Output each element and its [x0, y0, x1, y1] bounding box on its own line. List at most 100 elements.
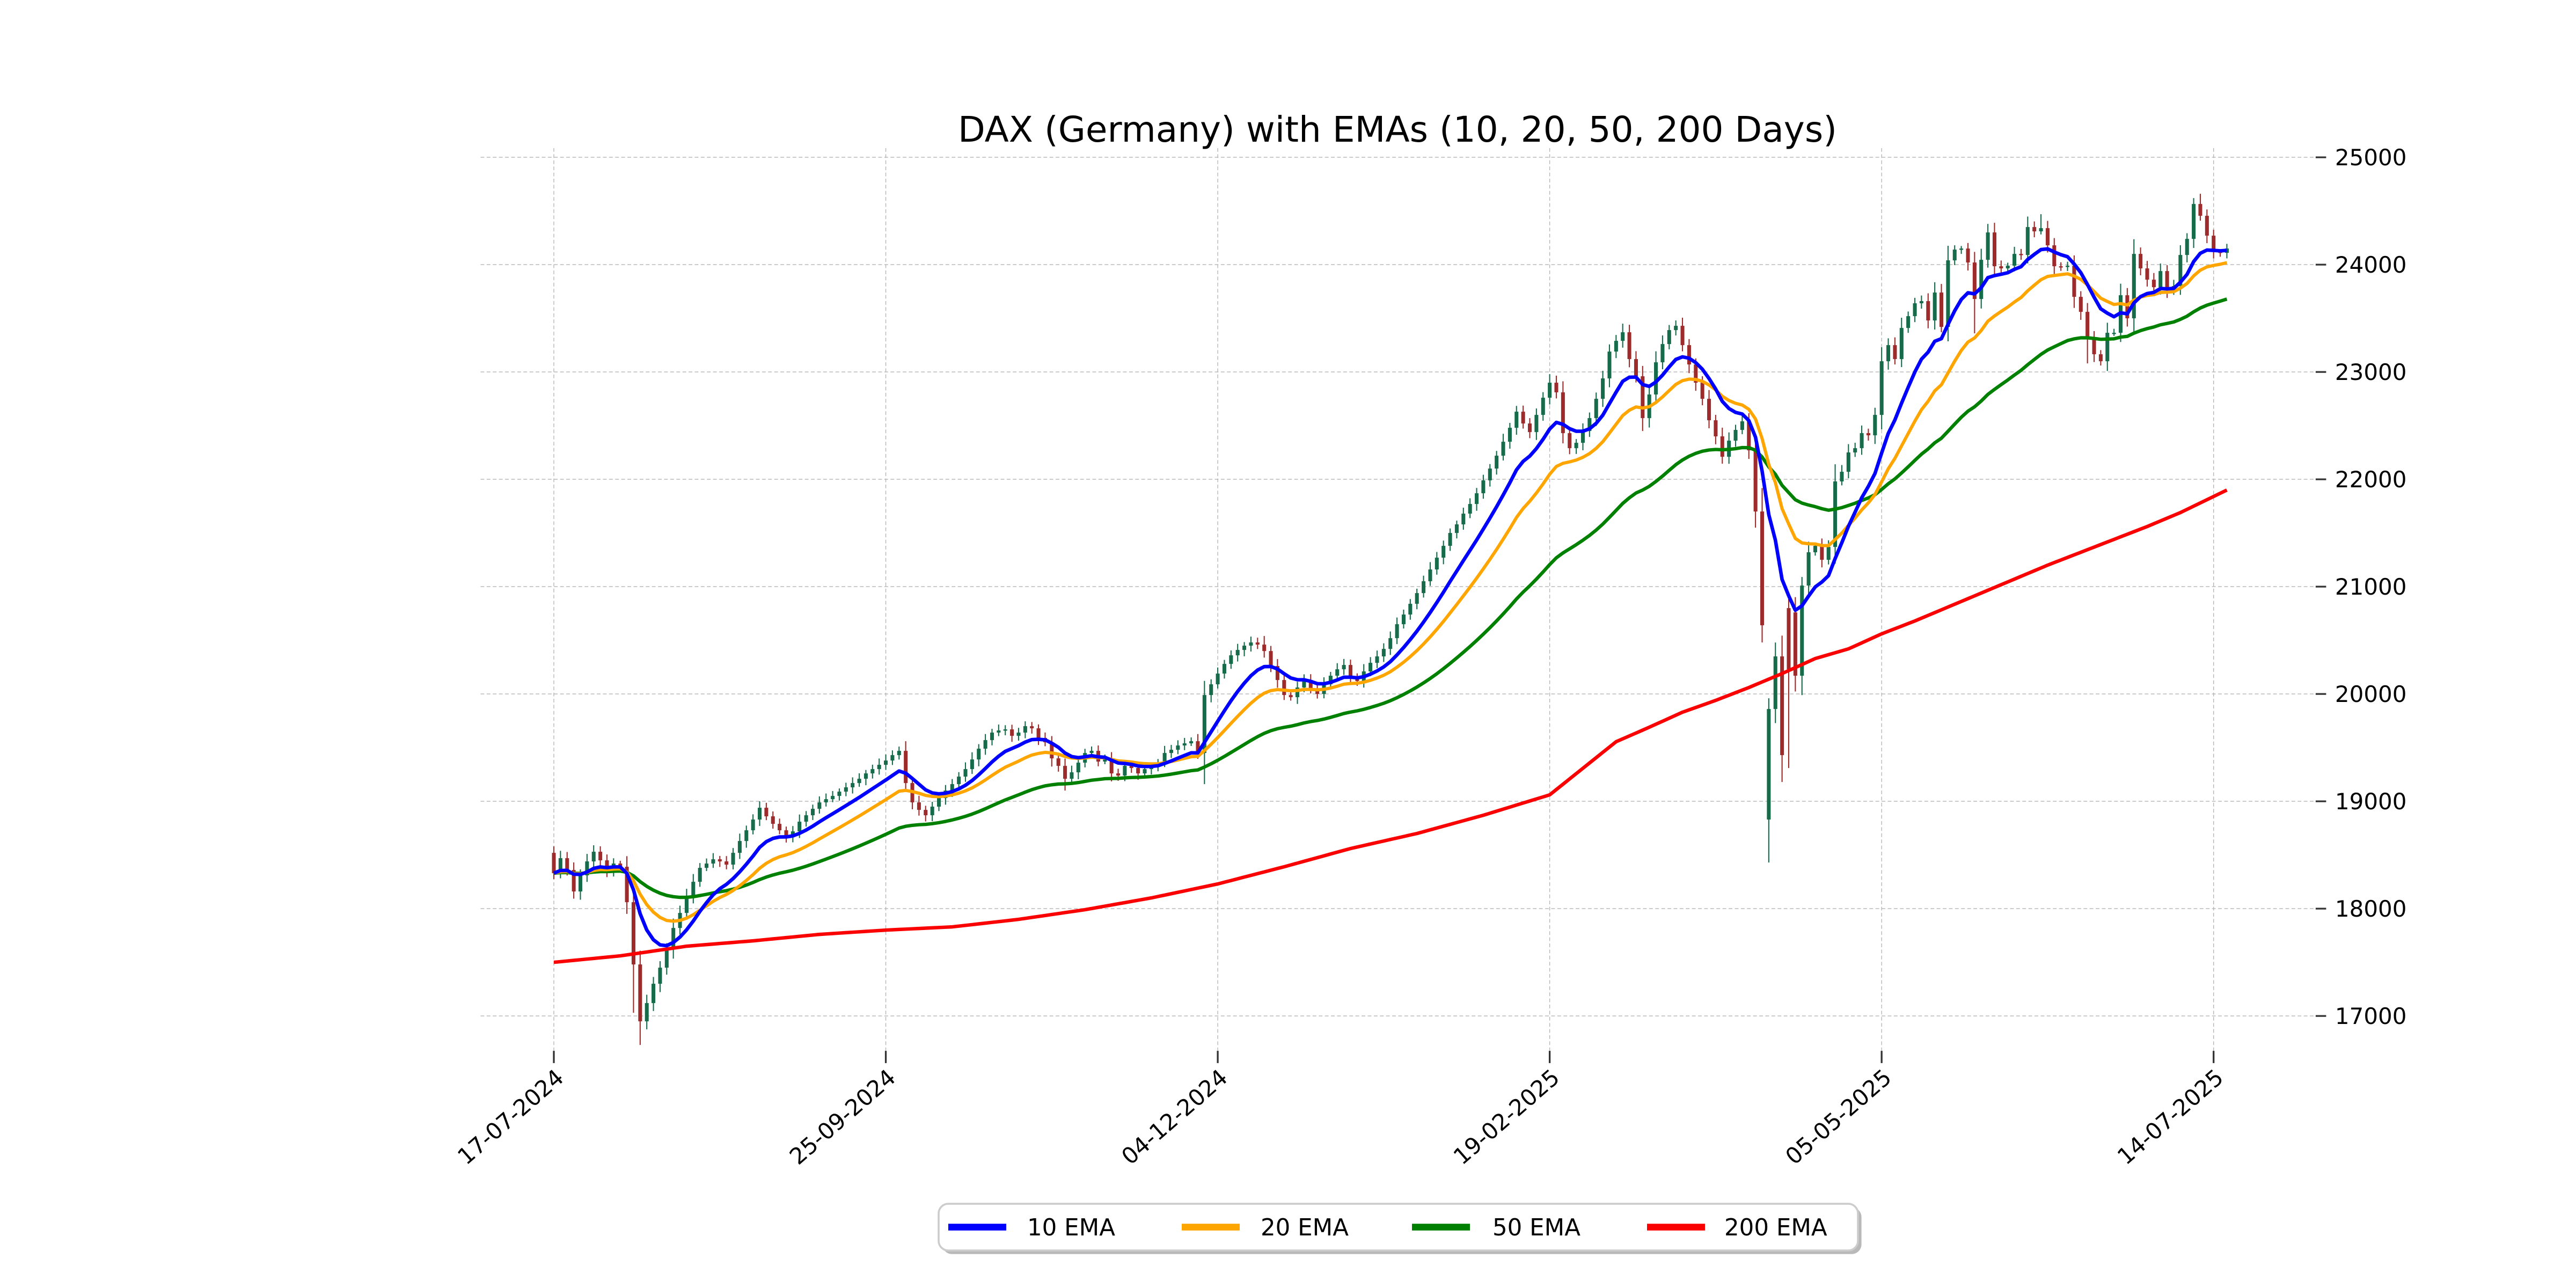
candle-body	[1289, 695, 1293, 698]
y-tick-label: 25000	[2335, 144, 2407, 171]
candle-body	[591, 852, 596, 862]
candle-body	[1408, 604, 1413, 615]
candle-body	[1607, 352, 1612, 379]
candle-body	[2192, 204, 2196, 239]
candle-body	[645, 1003, 649, 1022]
candle-body	[631, 902, 635, 965]
candle-body	[1906, 316, 1911, 328]
candle-body	[877, 765, 881, 770]
candle-body	[884, 760, 888, 765]
candle-body	[904, 751, 908, 784]
candle-body	[2006, 266, 2010, 269]
y-tick-label: 21000	[2335, 574, 2407, 600]
candle-body	[1614, 341, 1618, 352]
candle-body	[983, 740, 987, 749]
candle-body	[2052, 245, 2057, 267]
candle-body	[664, 949, 669, 968]
candle-body	[585, 861, 589, 876]
candle-body	[2092, 338, 2096, 355]
candle-body	[1760, 511, 1765, 626]
candle-body	[1966, 248, 1970, 263]
candle-body	[2039, 228, 2043, 232]
candle-body	[751, 819, 755, 831]
gridlines	[480, 148, 2316, 1051]
x-tick-label: 14-07-2025	[2112, 1064, 2228, 1170]
legend-label-10ema: 10 EMA	[1027, 1214, 1115, 1241]
candle-body	[1136, 768, 1140, 774]
ema10-line	[553, 247, 2227, 948]
candle-body	[711, 859, 715, 864]
candle-body	[778, 824, 782, 831]
candle-body	[1992, 232, 1996, 267]
legend-label-20ema: 20 EMA	[1261, 1214, 1349, 1241]
candle-body	[2178, 255, 2183, 287]
candle-body	[1501, 442, 1505, 456]
candle-body	[890, 755, 895, 761]
y-tick-label: 18000	[2335, 896, 2407, 922]
y-tick-label: 17000	[2335, 1003, 2407, 1029]
candle-body	[1913, 303, 1917, 317]
candle-body	[1036, 728, 1041, 738]
candle-body	[897, 751, 901, 756]
candle-body	[963, 769, 968, 777]
candle-body	[1733, 430, 1738, 441]
candle-body	[1422, 581, 1426, 594]
candle-body	[1952, 250, 1957, 261]
candle-body	[1972, 262, 1977, 299]
candle-body	[1507, 428, 1512, 442]
candle-body	[2112, 333, 2116, 334]
candle-body	[1846, 452, 1850, 472]
candle-body	[731, 853, 735, 865]
candle-body	[1654, 362, 1658, 395]
candle-body	[817, 802, 822, 809]
candle-body	[1415, 593, 1419, 604]
candle-body	[804, 815, 808, 822]
candle-body	[1143, 769, 1147, 774]
candle-body	[1282, 680, 1286, 696]
candle-body	[1740, 421, 1744, 430]
candle-body	[784, 830, 788, 837]
candle-body	[1986, 232, 1990, 260]
candle-body	[970, 759, 974, 770]
candle-body	[1116, 773, 1121, 776]
candle-body	[1428, 569, 1432, 582]
candle-body	[757, 808, 762, 820]
candle-body	[1368, 663, 1373, 672]
candle-body	[684, 897, 689, 913]
candle-body	[1820, 546, 1824, 560]
candle-body	[1886, 345, 1891, 362]
ema50-line	[553, 297, 2228, 899]
candle-body	[1707, 399, 1711, 421]
candle-body	[2145, 268, 2149, 280]
candle-body	[1574, 443, 1578, 449]
candle-body	[1899, 328, 1904, 360]
candle-body	[1587, 418, 1592, 431]
candle-body	[2066, 266, 2070, 267]
candle-body	[1521, 412, 1525, 424]
candle-body	[1687, 345, 1691, 365]
candle-body	[1016, 733, 1021, 736]
x-tick-label: 04-12-2024	[1116, 1064, 1232, 1170]
candle-body	[1461, 514, 1466, 525]
candle-body	[1660, 344, 1665, 363]
candle-body	[1700, 383, 1704, 399]
candle-body	[1873, 415, 1877, 436]
candle-body	[1468, 504, 1472, 514]
candle-body	[1003, 729, 1007, 731]
candle-body	[1063, 766, 1067, 779]
candle-body	[2025, 227, 2030, 255]
y-tick-label: 22000	[2335, 466, 2407, 493]
candle-body	[1070, 772, 1074, 779]
candle-body	[1946, 260, 1950, 327]
candle-body	[1959, 248, 1964, 250]
candle-body	[1235, 650, 1240, 656]
candle-body	[2105, 333, 2110, 362]
candle-body	[870, 769, 875, 774]
candle-body	[2165, 271, 2169, 291]
candle-body	[1302, 680, 1306, 688]
candle-body	[1275, 666, 1279, 680]
y-tick-label: 23000	[2335, 359, 2407, 385]
candle-body	[1348, 665, 1353, 677]
candle-body	[605, 860, 609, 872]
